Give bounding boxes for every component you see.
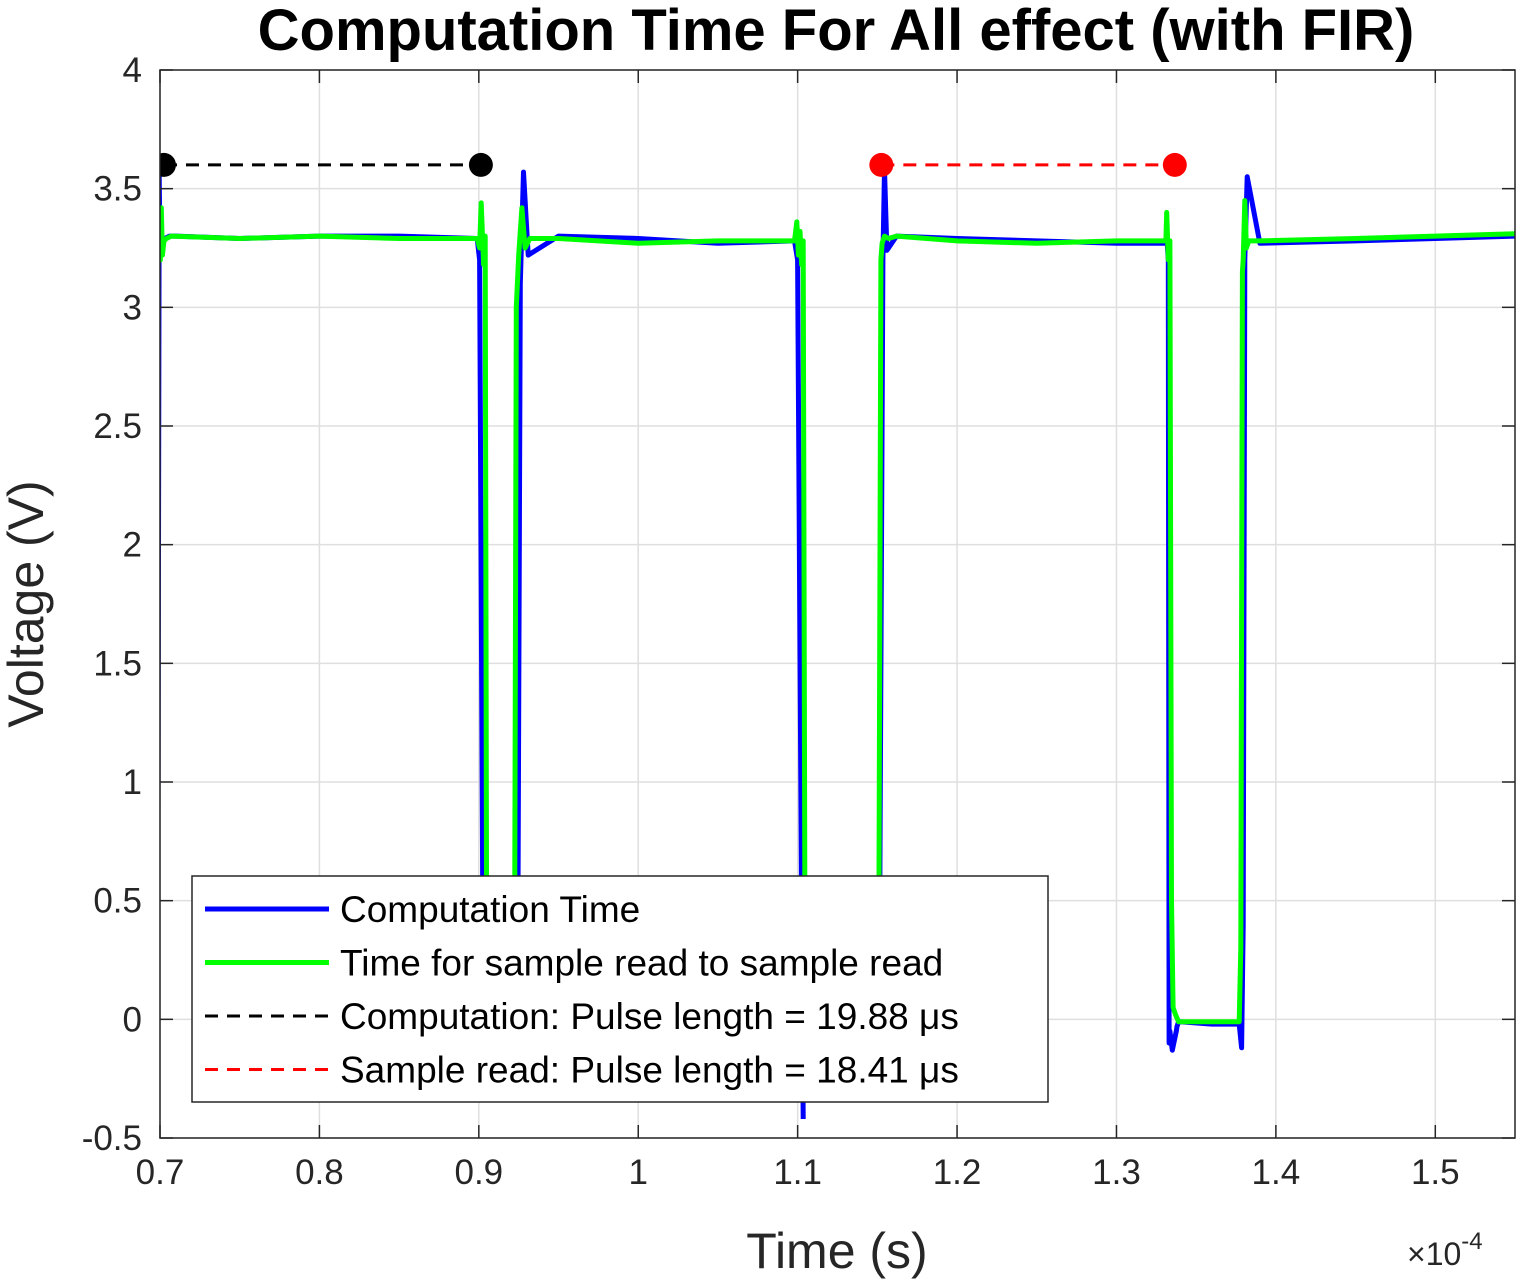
x-tick-label: 1: [629, 1153, 648, 1192]
plot-frame: [159, 69, 1516, 1139]
x-axis-multiplier-exponent: -4: [1461, 1228, 1482, 1255]
y-tick-label: 3.5: [93, 170, 142, 209]
chart-title: Computation Time For All effect (with FI…: [258, 0, 1415, 63]
x-tick-label: 0.9: [454, 1153, 503, 1192]
legend-entries: Computation Time Time for sample read to …: [205, 889, 959, 1091]
x-axis-multiplier-base: ×10: [1407, 1236, 1461, 1272]
legend-entry: Computation Time: [205, 889, 640, 930]
y-tick-label: 1: [123, 763, 142, 802]
series-time-for-sample-read-to-sample-read: [160, 198, 1515, 1025]
series-sample-read-pulse-length-18-41-s: [869, 152, 1187, 177]
x-tick-label: 0.7: [136, 1153, 185, 1192]
series-line-segment: [512, 205, 809, 913]
y-tick-labels: -0.5 0 0.5 1 1.5 2 2.5 3 3.5 4: [82, 51, 142, 1158]
legend-entry: Sample read: Pulse length = 18.41 μs: [205, 1050, 959, 1091]
series-line-segment: [160, 200, 491, 913]
pulse-marker: [1162, 152, 1187, 177]
series-layer: [160, 152, 1515, 1120]
y-tick-label: 3: [123, 288, 142, 327]
pulse-marker: [869, 152, 894, 177]
x-tick-label: 1.3: [1092, 1153, 1141, 1192]
y-tick-label: 2: [123, 526, 142, 565]
x-axis-multiplier: ×10-4: [1407, 1228, 1483, 1272]
x-tick-label: 1.1: [773, 1153, 822, 1192]
pulse-marker: [160, 152, 176, 177]
legend-box: [191, 875, 1049, 1103]
legend: Computation Time Time for sample read to …: [191, 875, 1049, 1103]
y-tick-label: 2.5: [93, 407, 142, 446]
legend-label: Computation: Pulse length = 19.88 μs: [340, 996, 959, 1037]
legend-label: Computation Time: [340, 889, 640, 930]
y-tick-label: 1.5: [93, 644, 142, 683]
y-tick-label: 0: [123, 1000, 142, 1039]
x-tick-label: 1.4: [1252, 1153, 1301, 1192]
series-line-segment: [876, 198, 1515, 1025]
y-tick-label: 0.5: [93, 882, 142, 921]
legend-label: Time for sample read to sample read: [340, 943, 943, 984]
x-axis-label: Time (s): [746, 1223, 927, 1279]
legend-label: Sample read: Pulse length = 18.41 μs: [340, 1050, 959, 1091]
x-tick-label: 0.8: [295, 1153, 344, 1192]
pulse-marker: [468, 152, 493, 177]
legend-entry: Time for sample read to sample read: [205, 943, 943, 984]
tick-marks: [159, 69, 1515, 1139]
legend-entry: Computation: Pulse length = 19.88 μs: [205, 996, 959, 1037]
y-tick-label: -0.5: [82, 1119, 142, 1158]
y-tick-label: 4: [123, 51, 142, 90]
x-tick-label: 1.5: [1411, 1153, 1460, 1192]
series-computation-pulse-length-19-88-s: [160, 152, 493, 177]
x-tick-labels: 0.7 0.8 0.9 1 1.1 1.2 1.3 1.4 1.5: [136, 1153, 1460, 1192]
y-axis-label: Voltage (V): [0, 480, 54, 727]
x-tick-label: 1.2: [933, 1153, 982, 1192]
